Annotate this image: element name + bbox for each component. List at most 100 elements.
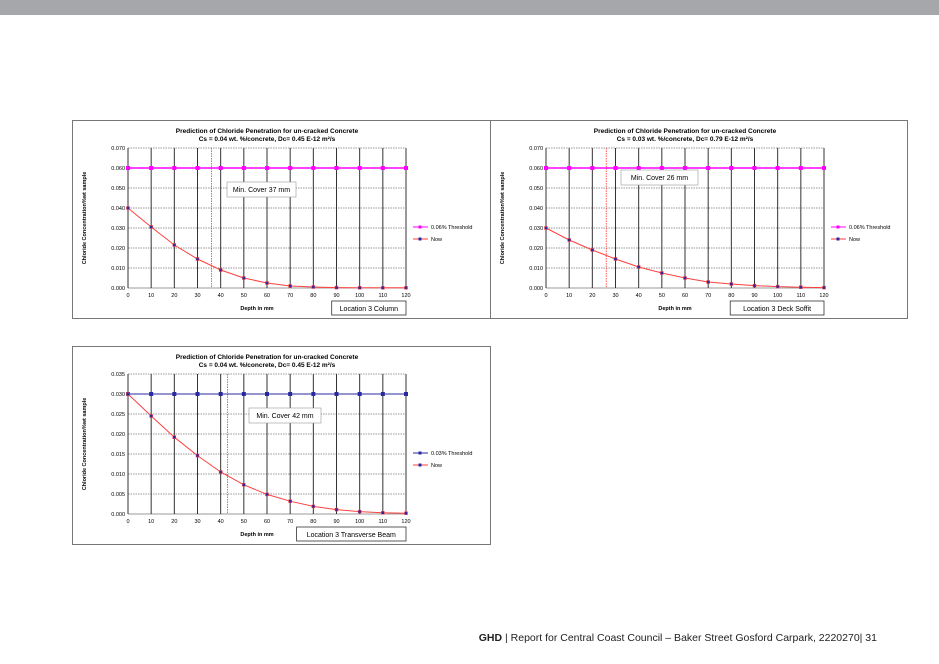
x-tick-label: 10 [148, 293, 154, 299]
now-point [544, 226, 548, 230]
x-tick-label: 30 [612, 293, 618, 299]
location-label: Location 3 Deck Soffit [743, 306, 811, 313]
y-tick-label: 0.060 [529, 166, 543, 172]
now-point [195, 257, 200, 261]
threshold-point [195, 392, 200, 396]
y-axis-label: Chloride Concentration%wt sample [82, 398, 88, 491]
y-tick-label: 0.025 [111, 412, 125, 418]
threshold-point [172, 392, 177, 396]
now-point [822, 285, 826, 290]
x-tick-label: 120 [401, 293, 410, 299]
threshold-point [357, 392, 362, 396]
y-tick-label: 0.070 [111, 146, 125, 152]
now-point [567, 238, 571, 242]
now-point [195, 453, 200, 458]
now-point [752, 283, 757, 288]
legend-marker [836, 237, 840, 241]
y-tick-label: 0.010 [529, 266, 543, 272]
chart-subtitle: Cs = 0.04 wt. %/concrete, Dc= 0.45 E-12 … [199, 136, 336, 143]
now-point [149, 414, 153, 418]
now-point [404, 511, 408, 515]
x-axis-label: Depth in mm [240, 532, 273, 538]
x-tick-label: 70 [287, 519, 293, 525]
location-label: Location 3 Transverse Beam [307, 532, 396, 539]
now-point [729, 282, 734, 286]
x-tick-label: 100 [355, 519, 364, 525]
x-tick-label: 110 [796, 293, 805, 299]
threshold-point [149, 392, 154, 396]
y-tick-label: 0.000 [529, 286, 543, 292]
x-tick-label: 120 [819, 293, 828, 299]
threshold-point [706, 166, 711, 170]
threshold-point [822, 166, 826, 170]
x-tick-label: 60 [264, 293, 270, 299]
y-tick-label: 0.000 [111, 512, 125, 518]
threshold-point [311, 166, 316, 170]
threshold-point [613, 166, 618, 170]
location-box [331, 300, 407, 316]
chart-location-3-column: Prediction of Chloride Penetration for u… [72, 120, 491, 319]
x-tick-label: 20 [171, 293, 177, 299]
x-tick-label: 0 [126, 293, 129, 299]
now-point [381, 511, 385, 515]
now-point [242, 483, 246, 487]
threshold-point [357, 166, 362, 170]
threshold-point [288, 392, 293, 396]
y-tick-label: 0.030 [111, 226, 125, 232]
legend-marker [418, 237, 422, 241]
now-point [218, 268, 223, 272]
threshold-point [544, 166, 548, 170]
x-tick-label: 50 [659, 293, 665, 299]
min-cover-label: Min. Cover 42 mm [256, 413, 313, 420]
threshold-point [218, 166, 223, 170]
x-tick-label: 30 [194, 519, 200, 525]
y-tick-label: 0.000 [111, 286, 125, 292]
threshold-point [172, 166, 177, 170]
threshold-point [311, 392, 316, 396]
min-cover-label: Min. Cover 26 mm [631, 175, 688, 182]
legend-label: Now [849, 237, 860, 243]
threshold-point [798, 166, 803, 170]
x-tick-label: 0 [126, 519, 129, 525]
y-tick-label: 0.020 [529, 246, 543, 252]
chart-subtitle: Cs = 0.04 wt. %/concrete, Dc= 0.45 E-12 … [199, 362, 336, 369]
y-tick-label: 0.040 [111, 206, 125, 212]
legend-label: Now [431, 463, 442, 469]
now-point [706, 280, 710, 284]
threshold-point [404, 166, 408, 170]
chart-svg: Prediction of Chloride Penetration for u… [500, 128, 890, 316]
y-tick-label: 0.020 [111, 246, 125, 252]
threshold-point [683, 166, 687, 170]
x-tick-label: 30 [194, 293, 200, 299]
threshold-point [195, 166, 200, 170]
x-tick-label: 10 [148, 519, 154, 525]
threshold-point [334, 392, 339, 396]
threshold-point [265, 166, 269, 170]
now-point [311, 504, 316, 509]
now-point [265, 492, 269, 497]
x-tick-label: 100 [355, 293, 364, 299]
x-tick-label: 50 [241, 519, 247, 525]
threshold-point [590, 166, 595, 170]
y-tick-label: 0.005 [111, 492, 125, 498]
chart-svg: Prediction of Chloride Penetration for u… [82, 128, 472, 316]
chart-title: Prediction of Chloride Penetration for u… [594, 128, 777, 135]
threshold-point [380, 166, 385, 170]
x-tick-label: 60 [264, 519, 270, 525]
y-tick-label: 0.035 [111, 372, 125, 378]
threshold-point [265, 392, 269, 396]
threshold-point [241, 392, 246, 396]
threshold-point [775, 166, 780, 170]
threshold-point [404, 392, 408, 396]
x-axis-label: Depth in mm [240, 306, 273, 312]
now-point [218, 470, 223, 474]
min-cover-label: Min. Cover 37 mm [233, 187, 290, 194]
chart-subtitle: Cs = 0.03 wt. %/concrete, Dc= 0.79 E-12 … [617, 136, 754, 143]
now-point [636, 265, 641, 269]
now-point [242, 276, 246, 280]
now-point [799, 285, 803, 289]
x-tick-label: 40 [218, 519, 224, 525]
y-tick-label: 0.070 [529, 146, 543, 152]
now-point [265, 281, 269, 285]
x-tick-label: 40 [218, 293, 224, 299]
